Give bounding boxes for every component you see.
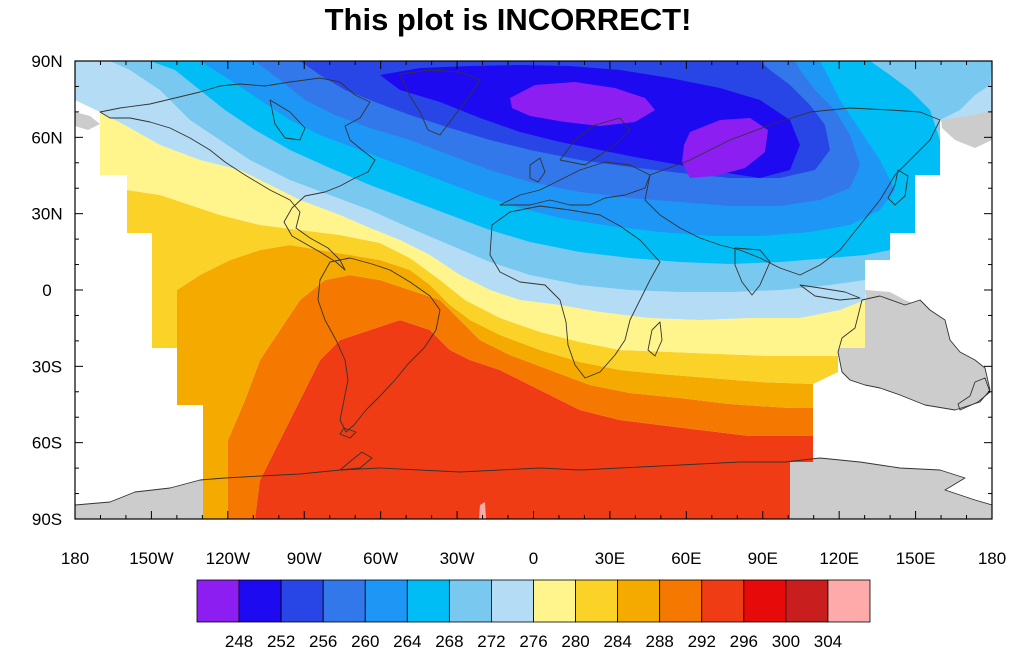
colorbar-swatch	[196, 579, 240, 623]
colorbar-swatch	[659, 579, 703, 623]
coastlines	[75, 69, 992, 506]
colorbar: 248 252 256 260 264 268 272 276 280 284 288 292 296 3…	[196, 579, 871, 651]
colorbar-label: 288	[646, 632, 674, 651]
coast-south-america	[317, 257, 441, 433]
coast-uk	[529, 157, 546, 183]
lat-tick-label: 30S	[32, 357, 62, 376]
lon-tick-label: 60W	[363, 549, 398, 568]
colorbar-swatch	[364, 579, 408, 623]
colorbar-label: 284	[603, 632, 631, 651]
colorbar-swatch	[785, 579, 829, 623]
axes: 180 150W 120W 90W 60W 30W 0 30E 60E 90E 120E 150E 18…	[31, 52, 1006, 568]
lat-tick-label: 30N	[31, 205, 62, 224]
coast-japan	[887, 169, 909, 206]
antarctica-land-right	[785, 458, 992, 519]
colorbar-label: 300	[772, 632, 800, 651]
new-zealand-land	[958, 378, 990, 410]
lat-tick-label: 90S	[32, 510, 62, 529]
coast-europe	[499, 161, 651, 206]
colorbar-swatch	[280, 579, 324, 623]
coast-new-zealand	[957, 377, 991, 411]
lon-tick-label: 150E	[896, 549, 936, 568]
lon-tick-label: 150W	[129, 549, 173, 568]
lon-tick-label: 30E	[595, 549, 625, 568]
band-292-296	[255, 320, 813, 519]
colorbar-label: 296	[730, 632, 758, 651]
band-304-plus	[479, 502, 486, 519]
coast-asia	[644, 107, 941, 276]
lon-tick-label: 120W	[206, 549, 250, 568]
colorbar-label: 304	[814, 632, 842, 651]
contour-fill	[75, 61, 992, 519]
coast-madagascar	[647, 321, 663, 357]
band-284-288	[177, 245, 813, 519]
colorbar-label: 252	[267, 632, 295, 651]
lat-tick-label: 0	[42, 281, 51, 300]
colorbar-swatch	[238, 579, 282, 623]
colorbar-label: 260	[351, 632, 379, 651]
colorbar-swatch	[617, 579, 661, 623]
colorbar-label: 256	[309, 632, 337, 651]
lon-tick-label: 30W	[440, 549, 475, 568]
colorbar-swatch	[827, 579, 871, 623]
lon-tick-label: 90E	[748, 549, 778, 568]
coast-north-america	[99, 77, 376, 271]
band-276-280	[75, 86, 865, 356]
colorbar-swatch	[406, 579, 450, 623]
colorbar-swatch	[491, 579, 534, 623]
lat-tick-label: 90N	[31, 52, 62, 71]
colorbar-swatch	[701, 579, 745, 623]
colorbar-label: 292	[688, 632, 716, 651]
lat-tick-label: 60S	[32, 434, 62, 453]
colorbar-swatch	[533, 579, 576, 623]
colorbar-label: 272	[477, 632, 505, 651]
lon-tick-label: 60E	[671, 549, 701, 568]
colorbar-label: 264	[393, 632, 421, 651]
coast-greenland	[399, 69, 481, 136]
lat-tick-label: 60N	[31, 128, 62, 147]
colorbar-swatch	[743, 579, 787, 623]
colorbar-label: 248	[225, 632, 253, 651]
colorbar-label: 280	[561, 632, 589, 651]
lon-tick-label: 180	[61, 549, 89, 568]
lon-tick-label: 180	[978, 549, 1006, 568]
coast-indonesia	[799, 284, 861, 301]
colorbar-swatch	[322, 579, 366, 623]
coast-antarctica	[75, 457, 992, 506]
plot-title: This plot is INCORRECT!	[324, 2, 692, 37]
colorbar-label: 268	[435, 632, 463, 651]
band-lt-248-b	[682, 118, 768, 178]
colorbar-swatch	[575, 579, 619, 623]
band-280-284	[127, 190, 838, 384]
australia-land	[838, 296, 990, 410]
lon-tick-label: 90W	[287, 549, 322, 568]
coast-scandinavia	[559, 117, 631, 166]
colorbar-label: 276	[519, 632, 547, 651]
coast-tierra-del-fuego	[339, 427, 357, 439]
coast-antarctic-peninsula	[339, 451, 373, 471]
coast-africa	[489, 205, 661, 379]
coast-hudson-bay	[269, 99, 306, 141]
coast-india	[734, 247, 771, 296]
band-lt-248-a	[510, 82, 655, 126]
colorbar-swatch	[448, 579, 492, 623]
alaska-land	[75, 112, 100, 130]
coast-australia	[837, 295, 991, 411]
lon-tick-label: 120E	[819, 549, 859, 568]
lon-tick-label: 0	[529, 549, 538, 568]
